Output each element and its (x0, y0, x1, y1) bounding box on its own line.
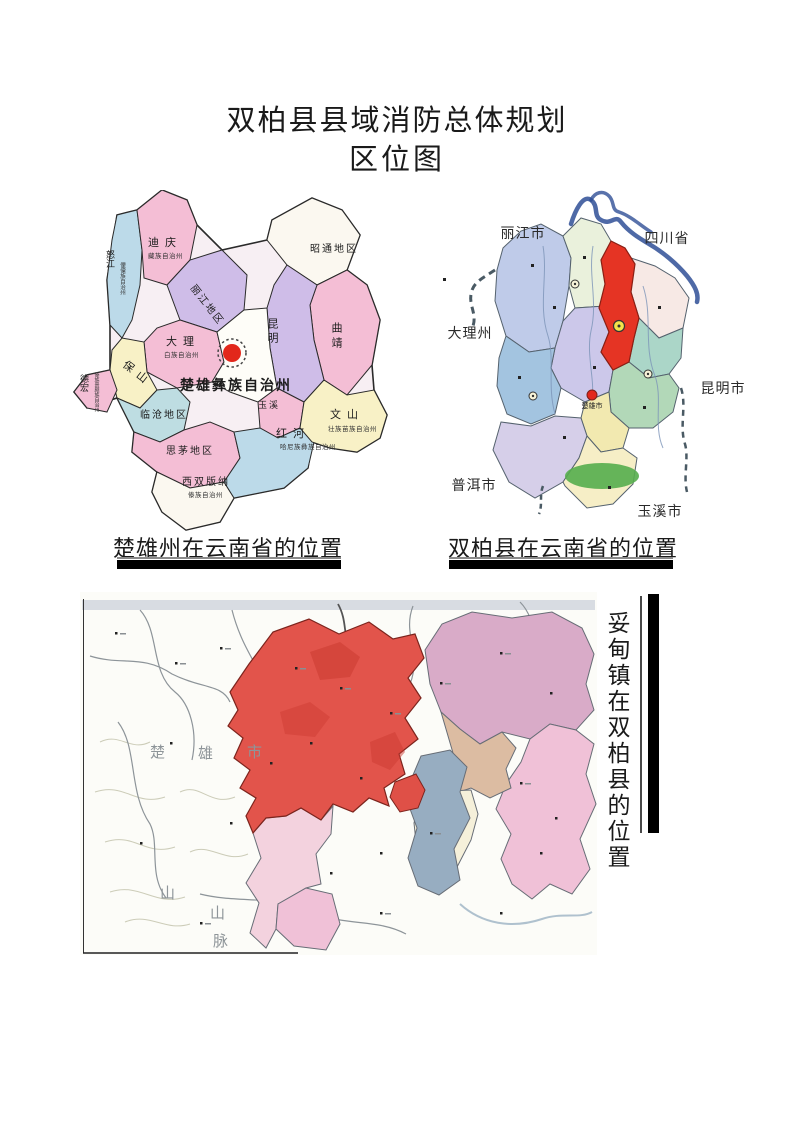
label-kunming: 昆明 (266, 318, 279, 346)
district-pink-tongue (275, 887, 341, 951)
watermark-shan1: 山 (160, 885, 175, 902)
label-lincang: 临沧地区 (140, 408, 188, 421)
green-area (565, 463, 639, 489)
label-kunming-city: 昆明市 (701, 380, 746, 397)
region-xishuangbanna (151, 471, 235, 531)
watermark-xiong: 雄 (198, 745, 213, 762)
watermark-shan2: 山 (210, 905, 225, 922)
caption-rule-left (117, 560, 341, 569)
roads (89, 601, 551, 935)
label-zhaotong: 昭通地区 (310, 242, 358, 255)
caption-rule-thin-left (117, 557, 341, 559)
district-red-small (389, 773, 426, 813)
county-shuangbai-highlight (598, 240, 640, 371)
label-dali: 大理 (166, 334, 200, 348)
chuxiong-marker-ring (217, 338, 247, 368)
region-wenshan (299, 379, 388, 453)
river-south (459, 903, 593, 925)
region-dehong (73, 369, 118, 413)
caption-yunnan: 楚雄州在云南省的位置 (113, 536, 344, 561)
caption-rule-thin-right (449, 557, 673, 559)
label-xishuangbanna: 西双版纳 (182, 475, 230, 488)
label-diqing-sub: 藏族自治州 (148, 251, 183, 260)
chuxiong-marker-dot (223, 344, 241, 362)
caption-tuodian-vertical: 妥甸镇在双柏县的位置 (604, 611, 629, 871)
caption-chuxiong: 双柏县在云南省的位置 (448, 536, 679, 561)
label-wenshan: 文山 (330, 407, 364, 421)
tuodian-red-shading (280, 642, 405, 770)
dashed-boundaries (469, 268, 689, 515)
label-sichuan: 四川省 (645, 231, 690, 247)
settlement-dots (115, 632, 558, 925)
label-simao: 思茅地区 (166, 444, 214, 457)
label-honghe: 红河 (276, 427, 310, 440)
page-subtitle: 区位图 (348, 144, 445, 176)
label-dali-sub: 白族自治州 (164, 350, 199, 359)
shuangbai-seat-dot (617, 324, 621, 328)
watermark-chu: 楚 (150, 744, 165, 761)
label-dehong-sub: 傣族景颇族自治州 (94, 371, 100, 412)
capital-marker-label: 楚雄市 (582, 401, 603, 410)
shuangbai-county-map: 楚 雄 市 山 山 脉 (80, 592, 597, 955)
label-lijiang-city: 丽江市 (501, 225, 546, 242)
label-diqing: 迪庆 (148, 235, 182, 249)
town-markers (443, 256, 661, 489)
label-nujiang-sub: 傈僳族自治州 (119, 261, 126, 296)
label-nujiang: 怒江 (105, 249, 115, 269)
watermark-shi: 市 (247, 744, 262, 761)
label-honghe-sub: 哈尼族彝族自治州 (280, 442, 336, 451)
label-chuxiong-prefecture: 楚雄彝族自治州 (179, 377, 292, 394)
watermark-mai: 脉 (213, 933, 228, 950)
label-yuxi-city: 玉溪市 (638, 503, 683, 520)
capital-marker (586, 389, 598, 401)
vertical-rule-thick (648, 594, 659, 833)
vertical-rule-thin (640, 596, 642, 833)
district-pink-east (495, 723, 597, 900)
river-branch (589, 190, 653, 234)
district-tuodian-red (227, 618, 425, 835)
page-title: 双柏县县域消防总体规划 (226, 105, 568, 137)
chuxiong-prefecture-map: 楚雄市 丽江市 四川省 大理州 昆明市 普洱市 玉溪市 (443, 190, 746, 520)
label-dali-pref: 大理州 (448, 326, 493, 342)
label-yuxi: 玉溪 (258, 399, 280, 410)
label-puer-city: 普洱市 (452, 477, 497, 494)
label-wenshan-sub: 壮族苗族自治州 (328, 424, 377, 433)
label-qujing: 曲靖 (330, 322, 343, 352)
yunnan-province-map: 迪庆 藏族自治州 怒江 傈僳族自治州 丽江地区 昭通地区 曲靖 昆明 大理 白族… (72, 190, 388, 531)
inner-rivers (542, 245, 664, 449)
label-xishuangbanna-sub: 傣族自治州 (188, 490, 223, 499)
caption-rule-right (449, 560, 673, 569)
label-dehong: 德宏 (79, 373, 89, 393)
